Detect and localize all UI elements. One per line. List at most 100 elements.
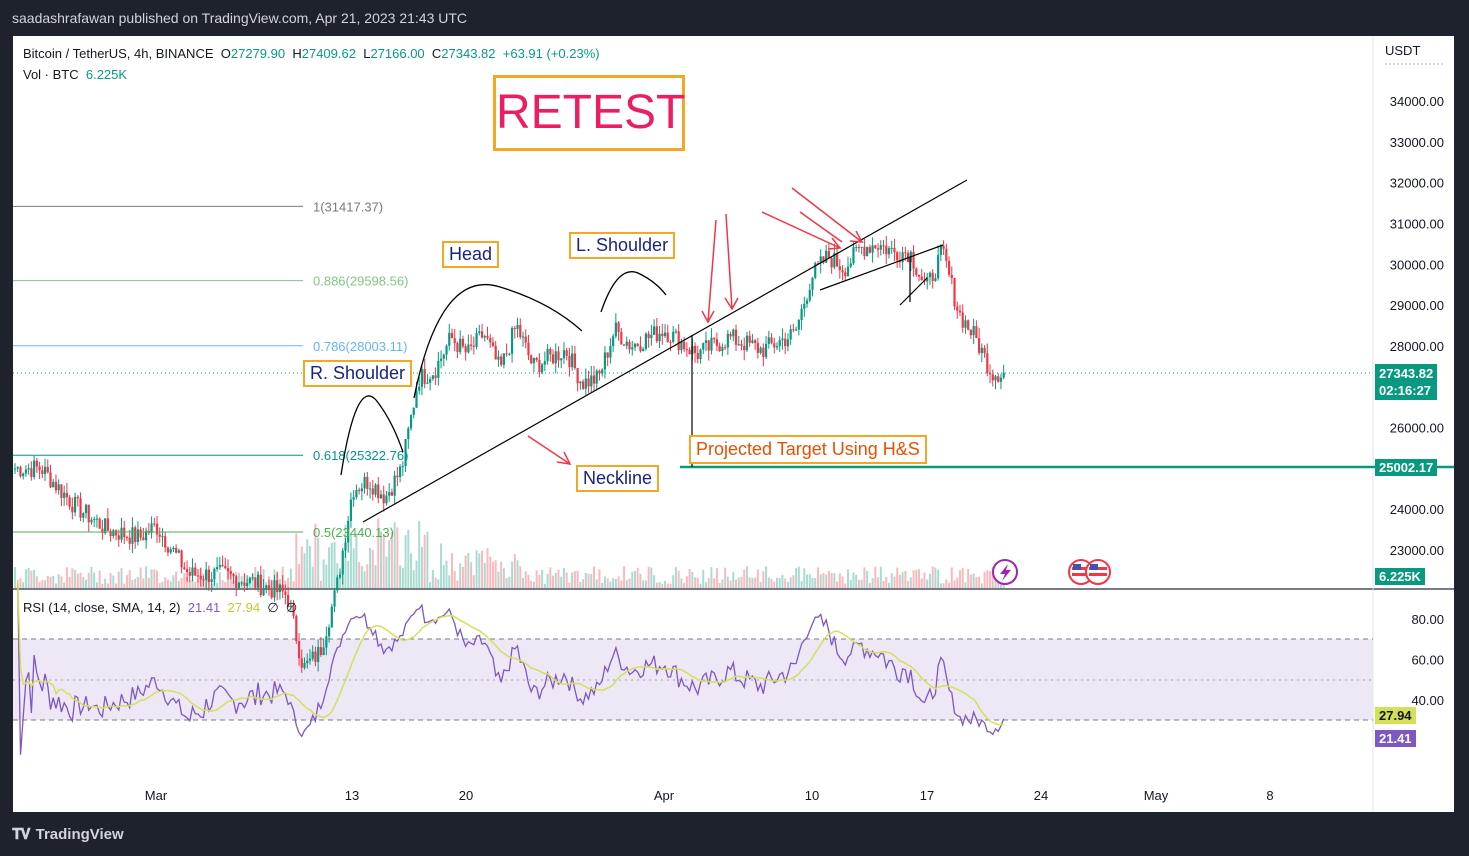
time-axis[interactable]	[13, 776, 1454, 812]
candle-body	[822, 256, 825, 263]
volume-bar	[511, 561, 514, 588]
candle-body	[169, 549, 172, 553]
candle-body	[994, 376, 997, 381]
neckline-label[interactable]: Neckline	[576, 465, 660, 492]
candle-body	[726, 334, 729, 348]
candle-body	[811, 277, 814, 290]
volume-bar	[371, 549, 374, 588]
candle-body	[625, 341, 628, 346]
candle-body	[79, 498, 82, 518]
candle-body	[510, 328, 514, 354]
candle-body	[281, 584, 284, 592]
candle-body	[158, 534, 161, 537]
retest-label[interactable]: RETEST	[493, 75, 685, 151]
candle-body	[980, 347, 983, 354]
candle-body	[688, 349, 691, 355]
candle-body	[827, 250, 830, 259]
volume-bar	[765, 566, 768, 588]
volume-bar	[781, 574, 784, 588]
volume-bar	[339, 571, 342, 588]
volume-bar	[729, 580, 732, 588]
volume-bar	[194, 581, 197, 588]
volume-bar	[453, 571, 456, 588]
candle-body	[235, 576, 238, 588]
candle-body	[101, 528, 104, 533]
head-arc	[413, 283, 583, 399]
volume-label[interactable]: Vol · BTC	[23, 67, 79, 82]
candle-body	[874, 245, 877, 249]
candle-body	[429, 379, 432, 383]
volume-bar	[653, 575, 656, 588]
volume-bar	[797, 566, 800, 588]
candle-body	[538, 359, 541, 373]
candle-body	[308, 658, 312, 661]
left-shoulder-label[interactable]: L. Shoulder	[569, 232, 676, 259]
volume-bar	[808, 574, 811, 588]
volume-bar	[481, 550, 484, 588]
candle-body	[459, 338, 462, 352]
volume-bar	[991, 567, 994, 588]
candle-body	[205, 569, 208, 580]
candle-body	[478, 331, 481, 334]
candle-body	[655, 326, 658, 342]
right-shoulder-label[interactable]: R. Shoulder	[303, 360, 413, 387]
volume-bar	[855, 574, 858, 588]
head-label[interactable]: Head	[442, 241, 500, 268]
candle-body	[983, 347, 986, 354]
volume-bar	[221, 580, 224, 588]
candle-body	[347, 520, 350, 543]
volume-bar	[721, 579, 724, 588]
candle-body	[846, 266, 850, 277]
candle-body	[819, 256, 822, 264]
volume-bar	[401, 568, 404, 588]
volume-bar	[54, 583, 57, 588]
price-axis-ticks: 34000.00 33000.00 32000.00 31000.00 30000.00…	[1390, 94, 1444, 558]
volume-bar	[852, 572, 855, 588]
volume-bar	[907, 581, 910, 588]
candle-body	[844, 272, 847, 277]
volume-bar	[674, 567, 677, 588]
candle-body	[24, 469, 28, 474]
volume-bar	[980, 583, 983, 588]
candle-body	[38, 466, 41, 471]
symbol-name[interactable]: Bitcoin / TetherUS, 4h, BINANCE	[23, 46, 214, 61]
volume-bar	[363, 571, 366, 588]
tradingview-logo[interactable]: 𝐓𝐕 TradingView	[12, 826, 124, 843]
candle-body	[743, 345, 746, 351]
rsi-value: 21.41	[187, 600, 221, 615]
projected-target-label[interactable]: Projected Target Using H&S	[689, 435, 927, 464]
candle-body	[917, 274, 921, 277]
volume-bar	[677, 570, 680, 588]
volume-bar	[650, 567, 653, 588]
candle-body	[961, 312, 964, 328]
volume-bar	[593, 566, 596, 588]
candle-body	[792, 329, 795, 331]
candle-body	[576, 368, 579, 384]
volume-bar	[440, 543, 443, 588]
volume-bar	[614, 578, 617, 588]
candle-body	[16, 467, 19, 469]
candle-body	[240, 582, 243, 584]
volume-bar	[180, 578, 183, 588]
volume-bar	[661, 583, 664, 588]
candle-body	[598, 370, 601, 374]
volume-bar	[333, 541, 336, 588]
volume-bar	[109, 573, 112, 588]
volume-bar	[475, 550, 478, 588]
candle-body	[500, 356, 503, 365]
volume-bar	[595, 579, 598, 588]
volume-bar	[792, 575, 795, 588]
rsi-label[interactable]: RSI (14, close, SMA, 14, 2)	[23, 600, 181, 615]
lightning-icon[interactable]	[992, 559, 1018, 585]
volume-bar	[106, 583, 109, 588]
candle-body	[715, 339, 719, 346]
volume-bar	[500, 561, 503, 588]
us-flag-icon[interactable]	[1085, 559, 1111, 585]
candle-body	[131, 527, 134, 544]
volume-bar	[696, 577, 699, 588]
volume-bar	[248, 580, 251, 588]
candle-body	[382, 494, 385, 504]
volume-bar	[319, 580, 322, 588]
volume-bar	[188, 581, 191, 588]
